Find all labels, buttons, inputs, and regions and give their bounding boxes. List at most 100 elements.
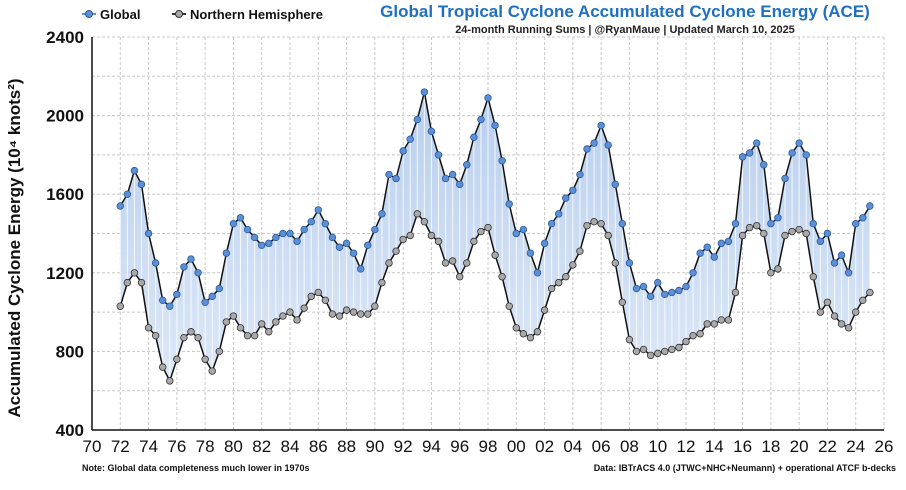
data-point-global bbox=[342, 239, 351, 248]
data-point-global bbox=[731, 219, 740, 228]
x-tick-label: 82 bbox=[252, 437, 271, 456]
x-tick-label: 26 bbox=[875, 437, 894, 456]
data-point-global bbox=[866, 202, 874, 210]
x-tick-label: 74 bbox=[139, 437, 158, 456]
data-point-northern-hemisphere bbox=[830, 312, 839, 320]
data-point-global bbox=[852, 219, 860, 228]
axes bbox=[91, 37, 884, 431]
data-point-northern-hemisphere bbox=[760, 229, 768, 238]
data-point-global bbox=[222, 249, 231, 257]
data-point-global bbox=[187, 255, 195, 263]
data-point-global bbox=[314, 206, 322, 214]
data-point-global bbox=[795, 139, 803, 147]
data-point-global bbox=[675, 286, 683, 295]
data-point-global bbox=[491, 121, 499, 130]
data-point-global bbox=[272, 233, 280, 242]
data-point-northern-hemisphere bbox=[215, 347, 223, 356]
data-point-global bbox=[208, 292, 216, 301]
data-point-northern-hemisphere bbox=[859, 296, 867, 305]
data-point-northern-hemisphere bbox=[668, 345, 676, 354]
data-point-northern-hemisphere bbox=[222, 318, 231, 326]
data-point-global bbox=[420, 88, 429, 96]
data-point-northern-hemisphere bbox=[180, 333, 188, 342]
x-tick-label: 22 bbox=[818, 437, 837, 456]
data-point-global bbox=[668, 288, 676, 297]
data-point-northern-hemisphere bbox=[250, 331, 259, 340]
legend: Global Northern Hemisphere bbox=[82, 7, 323, 22]
data-point-northern-hemisphere bbox=[321, 296, 330, 305]
x-tick-label: 14 bbox=[705, 437, 724, 456]
data-point-northern-hemisphere bbox=[258, 320, 266, 328]
data-point-northern-hemisphere bbox=[151, 331, 160, 340]
data-point-northern-hemisphere bbox=[441, 259, 450, 267]
data-point-global bbox=[159, 296, 167, 305]
data-point-global bbox=[738, 153, 747, 161]
x-tick-label: 96 bbox=[450, 437, 469, 456]
data-point-northern-hemisphere bbox=[512, 324, 520, 332]
x-tick-label: 92 bbox=[394, 437, 413, 456]
data-point-northern-hemisphere bbox=[300, 304, 308, 312]
data-point-northern-hemisphere bbox=[243, 331, 252, 340]
data-point-northern-hemisphere bbox=[689, 331, 697, 340]
data-point-global bbox=[441, 174, 450, 183]
data-point-northern-hemisphere bbox=[116, 302, 124, 310]
data-point-global bbox=[774, 214, 782, 222]
data-point-global bbox=[307, 218, 315, 226]
data-point-northern-hemisphere bbox=[675, 343, 683, 352]
note-right: Data: IBTrACS 4.0 (JTWC+NHC+Neumann) + o… bbox=[594, 463, 896, 473]
data-point-northern-hemisphere bbox=[547, 284, 556, 293]
data-point-global bbox=[448, 170, 457, 179]
data-point-northern-hemisphere bbox=[788, 227, 796, 236]
data-point-northern-hemisphere bbox=[696, 330, 704, 338]
data-point-global bbox=[859, 214, 867, 222]
data-point-global bbox=[526, 249, 535, 257]
data-point-global bbox=[413, 115, 421, 124]
data-point-northern-hemisphere bbox=[123, 278, 132, 287]
data-point-global bbox=[335, 243, 344, 251]
x-tick-label: 86 bbox=[309, 437, 328, 456]
x-tick-label: 90 bbox=[365, 437, 384, 456]
data-point-global bbox=[540, 239, 549, 248]
data-point-northern-hemisphere bbox=[335, 312, 344, 320]
data-point-northern-hemisphere bbox=[378, 278, 386, 287]
data-point-global bbox=[300, 225, 308, 234]
data-point-northern-hemisphere bbox=[159, 363, 167, 371]
data-point-northern-hemisphere bbox=[314, 288, 322, 297]
data-point-global bbox=[470, 133, 478, 141]
data-point-northern-hemisphere bbox=[137, 278, 146, 287]
data-point-northern-hemisphere bbox=[703, 320, 711, 328]
data-point-northern-hemisphere bbox=[229, 312, 238, 320]
data-point-global bbox=[456, 180, 464, 189]
data-point-global bbox=[576, 170, 584, 179]
data-point-global bbox=[661, 290, 669, 299]
data-point-global bbox=[166, 302, 174, 310]
data-point-global bbox=[710, 253, 718, 261]
data-point-global bbox=[215, 284, 223, 293]
legend-marker-nh bbox=[175, 10, 183, 18]
data-point-global bbox=[173, 290, 181, 299]
x-tick-label: 70 bbox=[83, 437, 102, 456]
data-point-northern-hemisphere bbox=[364, 310, 372, 318]
data-point-northern-hemisphere bbox=[611, 259, 619, 267]
data-point-northern-hemisphere bbox=[738, 231, 747, 240]
y-axis-label: Accumulated Cyclone Energy (10⁴ knots²) bbox=[5, 78, 24, 417]
data-point-northern-hemisphere bbox=[236, 324, 245, 332]
data-point-northern-hemisphere bbox=[618, 298, 627, 306]
data-point-global bbox=[760, 161, 768, 169]
data-point-global bbox=[767, 219, 775, 228]
data-point-northern-hemisphere bbox=[371, 302, 379, 310]
x-tick-label: 00 bbox=[507, 437, 526, 456]
data-point-northern-hemisphere bbox=[130, 269, 139, 277]
data-point-global bbox=[399, 147, 407, 155]
data-point-global bbox=[321, 219, 330, 228]
data-point-global bbox=[293, 237, 301, 246]
data-point-global bbox=[477, 115, 485, 124]
data-point-global bbox=[151, 259, 160, 267]
data-point-northern-hemisphere bbox=[555, 278, 563, 287]
data-point-global bbox=[512, 229, 520, 238]
data-point-northern-hemisphere bbox=[866, 288, 874, 297]
x-tick-label: 24 bbox=[846, 437, 865, 456]
data-point-global bbox=[194, 269, 202, 277]
data-point-northern-hemisphere bbox=[590, 218, 598, 226]
data-point-global bbox=[505, 200, 513, 208]
